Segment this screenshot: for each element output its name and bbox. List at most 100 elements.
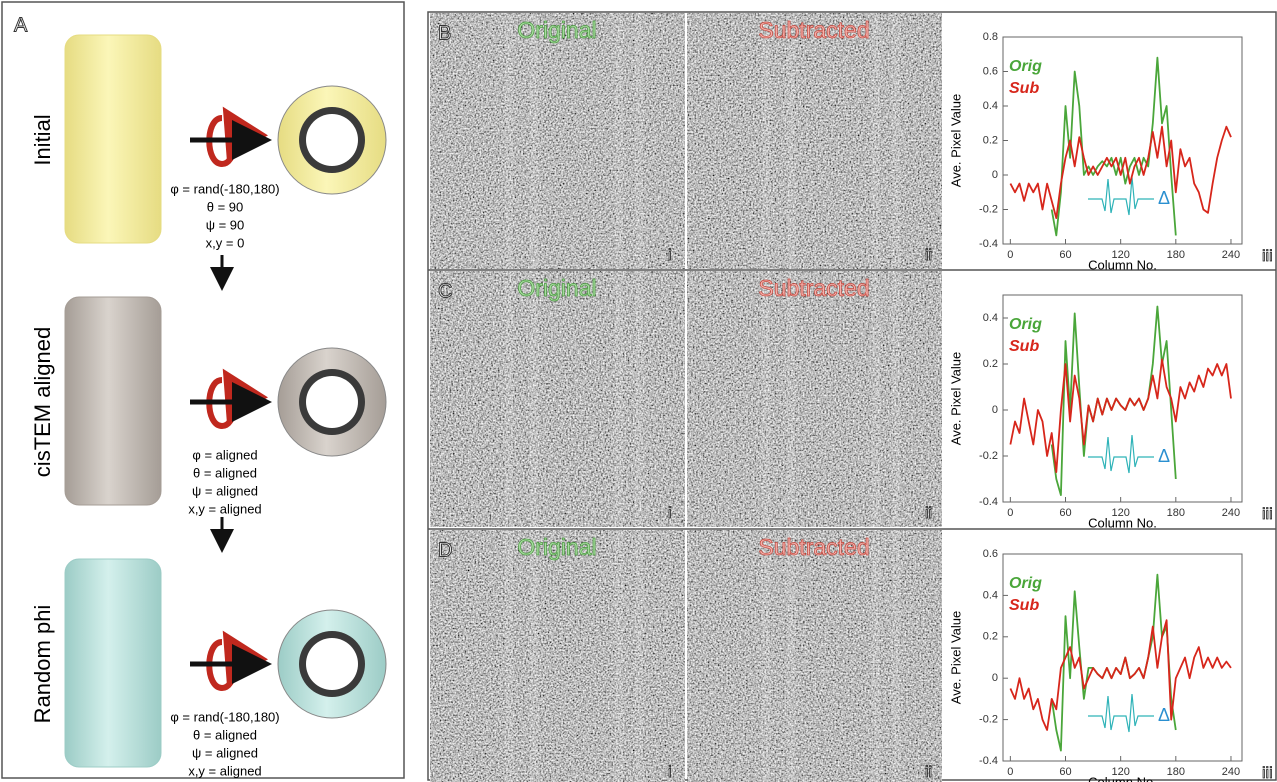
x-tick-label: 180 — [1167, 766, 1185, 778]
micrograph — [430, 530, 685, 782]
image-tag: ii — [925, 505, 932, 522]
annotation: Δ — [1158, 446, 1170, 466]
y-tick-label: 0.2 — [983, 358, 998, 370]
y-tick-label: -0.2 — [979, 203, 998, 215]
x-tick-label: 240 — [1222, 249, 1240, 261]
image-title: Original — [517, 275, 596, 301]
stripe — [892, 13, 900, 269]
ring-hole — [306, 638, 358, 690]
y-tick-label: -0.2 — [979, 714, 998, 726]
image-tag: ii — [925, 247, 932, 264]
x-tick-label: 240 — [1222, 766, 1240, 778]
figure: A Initial φ = rand(-180,180) θ = 90 ψ = 90 x… — [0, 0, 1277, 782]
stripe — [615, 271, 623, 527]
row-label: Initial — [30, 114, 55, 165]
legend-entry: Orig — [1009, 575, 1042, 592]
x-tick-label: 0 — [1007, 507, 1013, 519]
legend-entry: Sub — [1009, 80, 1039, 97]
y-tick-label: 0 — [992, 169, 998, 181]
chart-tag: iii — [1262, 765, 1273, 782]
micrograph — [687, 530, 942, 782]
ring-hole — [306, 114, 358, 166]
stripe — [762, 530, 770, 782]
panel-label: B — [438, 22, 451, 44]
image-tag: i — [668, 764, 672, 781]
parameter: θ = aligned — [193, 465, 257, 480]
micrograph — [687, 13, 942, 269]
stripe — [787, 271, 795, 527]
stripe — [892, 271, 900, 527]
image-title: Subtracted — [758, 275, 869, 301]
stripe — [872, 13, 880, 269]
parameter: φ = rand(-180,180) — [170, 181, 279, 196]
stripe — [872, 530, 880, 782]
panel-label: D — [438, 539, 452, 561]
panel-label: C — [438, 280, 452, 302]
cylinder — [65, 35, 161, 243]
stripe — [872, 271, 880, 527]
x-tick-label: 0 — [1007, 249, 1013, 261]
parameter: x,y = 0 — [206, 235, 245, 250]
chart-tag: iii — [1262, 248, 1273, 265]
row-label: cisTEM aligned — [30, 327, 55, 477]
y-axis-label: Ave. Pixel Value — [948, 611, 963, 704]
stripe — [505, 271, 513, 527]
panel-label: A — [14, 14, 28, 36]
image-tag: i — [668, 247, 672, 264]
stripe — [787, 530, 795, 782]
micrograph — [430, 13, 685, 269]
y-tick-label: 0.6 — [983, 65, 998, 77]
y-tick-label: -0.4 — [979, 755, 998, 767]
stripe — [892, 530, 900, 782]
image-tag: i — [668, 505, 672, 522]
x-tick-label: 0 — [1007, 766, 1013, 778]
image-tag: ii — [925, 764, 932, 781]
x-tick-label: 180 — [1167, 507, 1185, 519]
image-title: Subtracted — [758, 534, 869, 560]
parameter: ψ = aligned — [192, 483, 258, 498]
stripe — [787, 13, 795, 269]
parameter: ψ = 90 — [206, 217, 245, 232]
legend-entry: Orig — [1009, 58, 1042, 75]
image-title: Original — [517, 17, 596, 43]
stripe — [615, 530, 623, 782]
y-tick-label: 0.6 — [983, 548, 998, 560]
y-tick-label: 0.4 — [983, 100, 998, 112]
y-tick-label: 0.8 — [983, 31, 998, 43]
stripe — [635, 13, 643, 269]
ring-hole — [306, 376, 358, 428]
stripe — [762, 13, 770, 269]
y-tick-label: -0.4 — [979, 496, 998, 508]
x-axis-label: Column No. — [1088, 257, 1157, 272]
legend-entry: Sub — [1009, 597, 1039, 614]
stripe — [615, 13, 623, 269]
y-tick-label: 0 — [992, 404, 998, 416]
x-axis-label: Column No. — [1088, 774, 1157, 782]
y-axis-label: Ave. Pixel Value — [948, 94, 963, 187]
annotation: Δ — [1158, 705, 1170, 725]
parameter: x,y = aligned — [188, 501, 261, 516]
stripe — [530, 271, 538, 527]
cylinder — [65, 559, 161, 767]
row-label: Random phi — [30, 605, 55, 724]
y-axis-label: Ave. Pixel Value — [948, 352, 963, 445]
y-tick-label: -0.4 — [979, 238, 998, 250]
legend-entry: Orig — [1009, 316, 1042, 333]
parameter: θ = 90 — [207, 199, 244, 214]
micrograph — [430, 271, 685, 527]
parameter: θ = aligned — [193, 727, 257, 742]
micrograph — [687, 271, 942, 527]
annotation: Δ — [1158, 188, 1170, 208]
stripe — [635, 271, 643, 527]
x-tick-label: 60 — [1059, 249, 1071, 261]
stripe — [505, 530, 513, 782]
y-tick-label: 0.2 — [983, 134, 998, 146]
stripe — [762, 271, 770, 527]
chart-tag: iii — [1262, 506, 1273, 523]
parameter: x,y = aligned — [188, 763, 261, 778]
stripe — [530, 13, 538, 269]
x-tick-label: 60 — [1059, 766, 1071, 778]
parameter: φ = rand(-180,180) — [170, 709, 279, 724]
x-tick-label: 60 — [1059, 507, 1071, 519]
parameter: φ = aligned — [192, 447, 257, 462]
